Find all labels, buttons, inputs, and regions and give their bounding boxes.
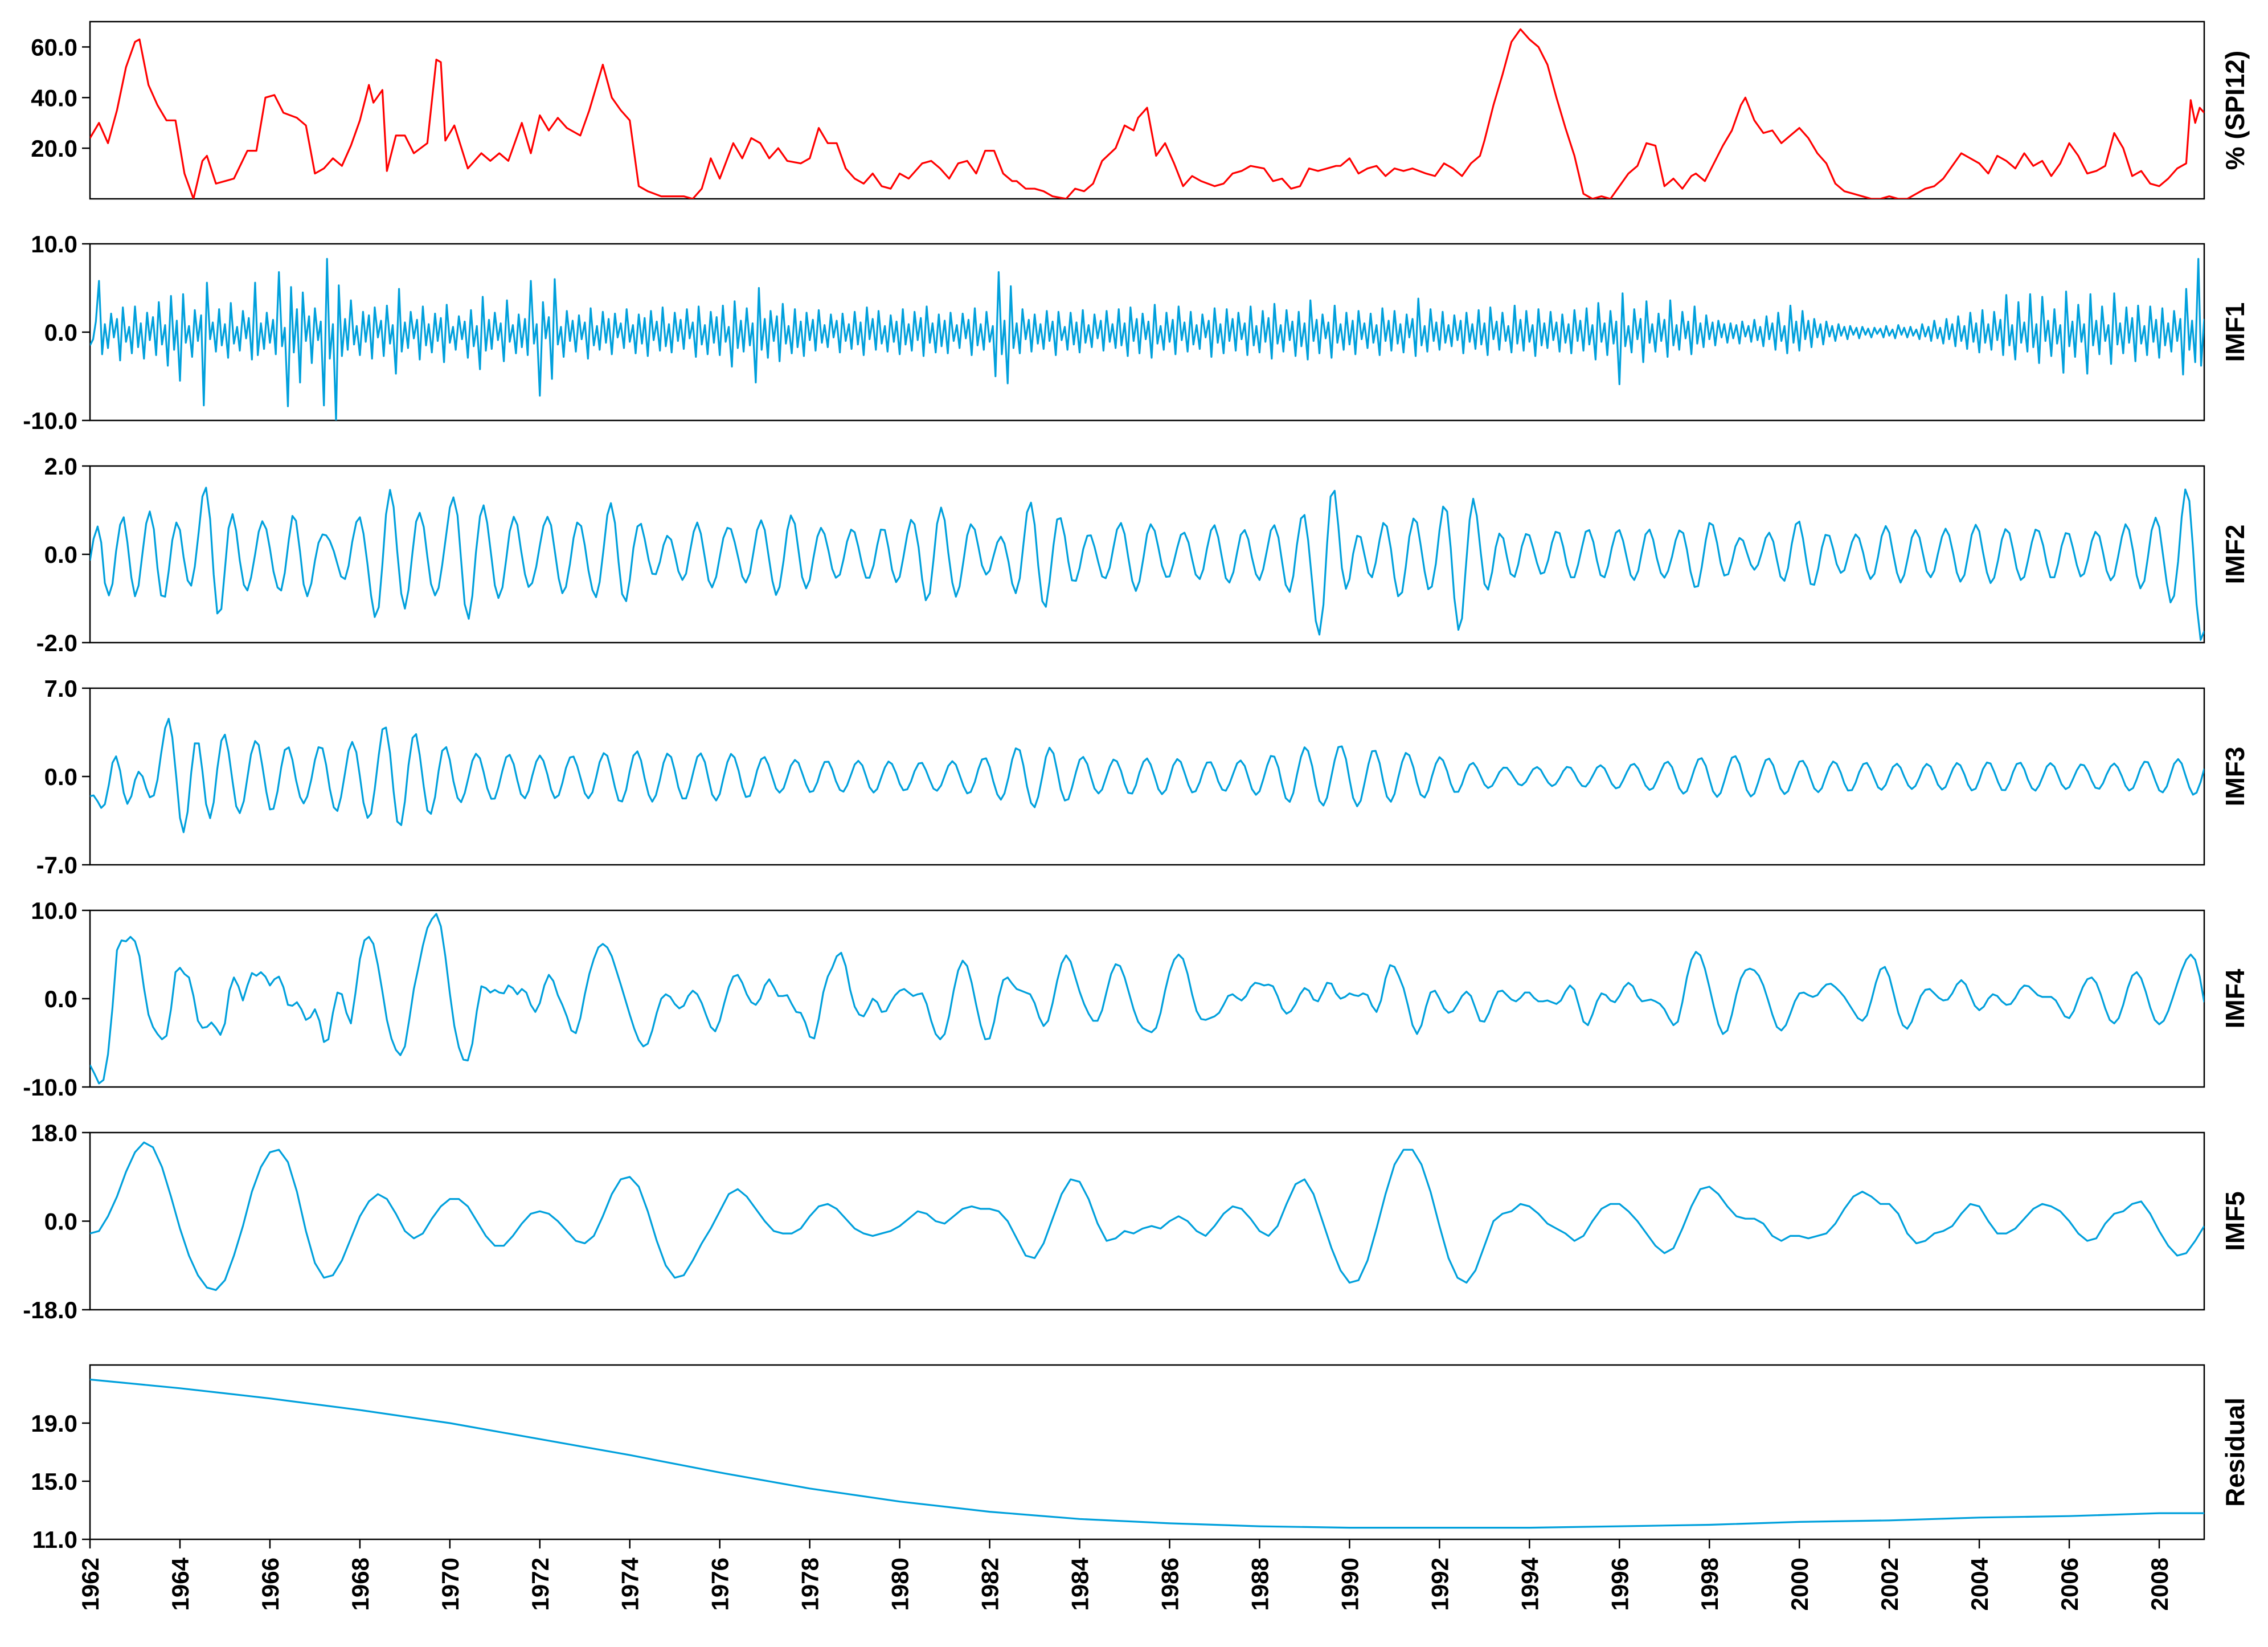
y-tick-label: 0.0 [44,763,77,790]
panel-label: Residual [2220,1397,2250,1507]
y-tick-label: 0.0 [44,1208,77,1235]
panel-4: -7.0 0.0 7.0 IMF3 [36,675,2250,878]
series-line [90,28,2204,199]
x-tick-label: 1976 [707,1558,734,1611]
y-tick-label: -10.0 [23,1074,77,1101]
y-tick-label: -10.0 [23,407,77,434]
y-tick-label: 20.0 [31,135,77,162]
x-tick-label: 1998 [1696,1558,1723,1611]
y-tick-label: 60.0 [31,34,77,60]
x-tick-label: 2004 [1966,1557,1993,1611]
x-axis: 1962 1964 1966 1968 1970 1972 1974 1976 1978 1980… [77,1539,2173,1611]
y-tick-label: 19.0 [31,1410,77,1437]
panel-label: IMF1 [2220,303,2250,362]
y-tick-label: 0.0 [44,541,77,568]
y-tick-label: 18.0 [31,1119,77,1146]
x-tick-label: 2002 [1876,1558,1903,1611]
x-tick-label: 2006 [2056,1558,2083,1611]
panel-6: -18.0 0.0 18.0 IMF5 [23,1119,2250,1323]
series-line [90,487,2204,641]
x-tick-label: 1988 [1246,1558,1273,1611]
x-tick-label: 2008 [2146,1558,2173,1611]
x-tick-label: 1968 [347,1558,374,1611]
panel-frame [89,1364,2205,1540]
series-line [90,913,2204,1085]
x-tick-label: 1984 [1067,1557,1094,1611]
panel-frame [89,21,2205,200]
y-tick-label: -18.0 [23,1297,77,1323]
y-tick-label: 10.0 [31,897,77,924]
panel-label: IMF4 [2220,968,2250,1028]
panels-group: 20.0 40.0 60.0 % (SPI12) -10.0 0.0 10.0 IMF1 -2.… [23,21,2250,1553]
x-tick-label: 1980 [887,1558,914,1611]
x-tick-label: 1992 [1426,1558,1453,1611]
y-tick-label: -2.0 [36,630,77,656]
y-tick-label: 11.0 [32,1526,77,1553]
series-line [90,718,2204,833]
x-tick-label: 1970 [437,1558,464,1611]
x-tick-label: 1966 [257,1558,284,1611]
y-tick-label: 0.0 [44,986,77,1012]
x-tick-label: 1972 [527,1558,554,1611]
x-tick-label: 1982 [977,1558,1004,1611]
panel-1: 20.0 40.0 60.0 % (SPI12) [31,21,2250,200]
y-tick-label: 2.0 [44,453,77,480]
x-tick-label: 1996 [1606,1558,1633,1611]
series-line [90,1378,2204,1529]
y-tick-label: 0.0 [44,319,77,346]
x-tick-label: 1990 [1336,1558,1363,1611]
y-tick-label: 7.0 [44,675,77,702]
panel-label: IMF2 [2220,525,2250,585]
y-tick-label: 40.0 [31,84,77,111]
x-tick-label: 1986 [1156,1558,1183,1611]
x-tick-label: 2000 [1786,1558,1813,1611]
y-tick-label: 15.0 [31,1468,77,1495]
panel-label: % (SPI12) [2220,51,2250,170]
panel-3: -2.0 0.0 2.0 IMF2 [36,453,2250,656]
series-line [90,258,2204,420]
series-line [90,1141,2204,1291]
x-tick-label: 1964 [167,1557,194,1611]
y-tick-label: -7.0 [36,852,77,878]
panel-2: -10.0 0.0 10.0 IMF1 [23,231,2250,434]
x-tick-label: 1978 [797,1558,824,1611]
panel-label: IMF3 [2220,747,2250,807]
x-tick-label: 1994 [1516,1557,1543,1611]
panel-label: IMF5 [2220,1191,2250,1251]
panel-5: -10.0 0.0 10.0 IMF4 [23,897,2250,1101]
y-tick-label: 10.0 [31,231,77,258]
x-tick-label: 1974 [617,1557,644,1611]
panel-7: 11.0 15.0 19.0 Residual [31,1364,2250,1553]
x-tick-label: 1962 [77,1558,104,1611]
